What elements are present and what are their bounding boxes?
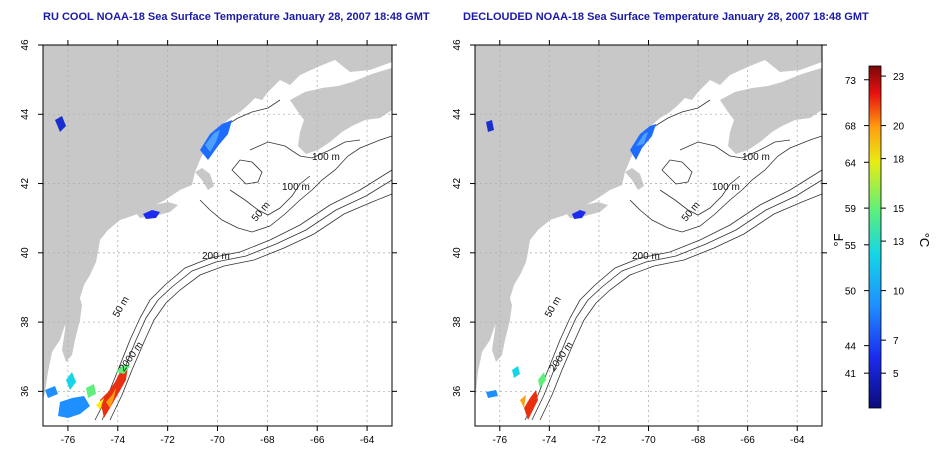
axis-ticks-left: -76 -74 -72 -70 -68 -66 -64 36 38 40 42 44 46 xyxy=(20,39,397,446)
land-mass-nova-scotia xyxy=(720,68,822,154)
longitude-tick-label: -70 xyxy=(210,435,225,446)
fahrenheit-tick-label: 73 xyxy=(845,76,857,87)
longitude-tick-label: -76 xyxy=(493,435,508,446)
colorbar-ticks: 73 68 64 59 55 50 44 41 23 20 18 15 13 10 7 5 xyxy=(845,72,905,380)
map-title-right: DECLOUDED NOAA-18 Sea Surface Temperatur… xyxy=(463,11,869,23)
axis-ticks-right: -76 -74 -72 -70 -68 -66 -64 36 38 40 42 44 46 xyxy=(452,39,827,446)
longitude-tick-label: -66 xyxy=(740,435,755,446)
fahrenheit-tick-label: 50 xyxy=(845,287,857,298)
map-panel-right: 100 m 100 m 50 m 200 m 50 m 2000 m -76 -7… xyxy=(452,39,827,446)
fahrenheit-tick-label: 64 xyxy=(845,158,857,169)
longitude-tick-label: -76 xyxy=(61,435,76,446)
celsius-tick-label: 18 xyxy=(893,155,905,166)
latitude-tick-label: 42 xyxy=(452,178,463,190)
map-title-left: RU COOL NOAA-18 Sea Surface Temperature … xyxy=(43,11,430,23)
fahrenheit-label: °F xyxy=(831,233,846,246)
latitude-tick-label: 36 xyxy=(452,385,463,397)
latitude-tick-label: 44 xyxy=(20,108,31,120)
fahrenheit-tick-label: 41 xyxy=(845,369,857,380)
longitude-tick-label: -72 xyxy=(160,435,175,446)
contour-label: 200 m xyxy=(632,251,660,262)
contour-label: 100 m xyxy=(312,152,340,163)
longitude-tick-label: -66 xyxy=(310,435,325,446)
contour-label: 200 m xyxy=(202,251,230,262)
grid-lines-right xyxy=(475,44,822,426)
fahrenheit-tick-label: 59 xyxy=(845,204,857,215)
depth-contours-right xyxy=(524,99,822,421)
latitude-tick-label: 46 xyxy=(452,39,463,51)
celsius-label: °C xyxy=(917,233,932,248)
longitude-tick-label: -64 xyxy=(360,435,375,446)
land-mass-northeast xyxy=(475,45,822,400)
longitude-tick-label: -74 xyxy=(542,435,557,446)
longitude-tick-label: -74 xyxy=(111,435,126,446)
fahrenheit-tick-label: 68 xyxy=(845,122,857,133)
latitude-tick-label: 44 xyxy=(452,108,463,120)
celsius-tick-label: 15 xyxy=(893,204,905,215)
latitude-tick-label: 36 xyxy=(20,385,31,397)
latitude-tick-label: 40 xyxy=(20,247,31,259)
map-panel-left: 100 m 100 m 50 m 200 m 50 m 2000 m -76 -7… xyxy=(20,39,397,446)
celsius-tick-label: 7 xyxy=(893,336,899,347)
temperature-colorbar: 73 68 64 59 55 50 44 41 23 20 18 15 13 10 7 5 °F °C xyxy=(831,65,932,409)
celsius-tick-label: 5 xyxy=(893,369,899,380)
grid-lines-left xyxy=(43,44,392,426)
celsius-tick-label: 10 xyxy=(893,287,905,298)
sst-pixels-right xyxy=(486,120,656,420)
fahrenheit-tick-label: 44 xyxy=(845,342,857,353)
celsius-tick-label: 23 xyxy=(893,72,905,83)
celsius-tick-label: 13 xyxy=(893,237,905,248)
land-mass-northeast xyxy=(43,45,392,400)
longitude-tick-label: -64 xyxy=(790,435,805,446)
land-mass-cape-cod xyxy=(625,168,644,190)
contour-label: 100 m xyxy=(742,152,770,163)
land-mass-cape-cod xyxy=(195,168,214,190)
land-mass-nova-scotia xyxy=(290,68,392,154)
land-mass-delmarva xyxy=(62,292,82,362)
land-mass-delmarva xyxy=(492,292,512,362)
latitude-tick-label: 46 xyxy=(20,39,31,51)
fahrenheit-tick-label: 55 xyxy=(845,241,857,252)
latitude-tick-label: 40 xyxy=(452,247,463,259)
longitude-tick-label: -70 xyxy=(641,435,656,446)
latitude-tick-label: 38 xyxy=(452,316,463,328)
longitude-tick-label: -72 xyxy=(592,435,607,446)
latitude-tick-label: 38 xyxy=(20,316,31,328)
contour-label: 100 m xyxy=(282,182,310,193)
celsius-tick-label: 20 xyxy=(893,122,905,133)
contour-label: 100 m xyxy=(712,182,740,193)
latitude-tick-label: 42 xyxy=(20,178,31,190)
longitude-tick-label: -68 xyxy=(691,435,706,446)
sst-pixels-left xyxy=(45,116,232,418)
longitude-tick-label: -68 xyxy=(260,435,275,446)
colorbar-gradient xyxy=(868,65,882,409)
